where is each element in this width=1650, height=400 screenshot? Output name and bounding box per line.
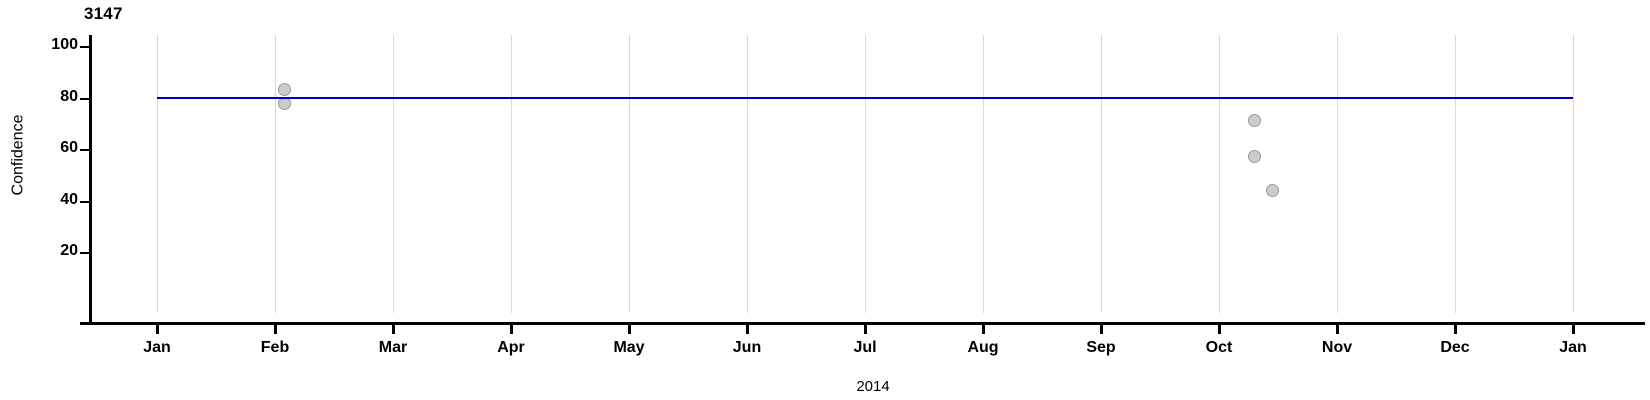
y-axis-tick-label: 80 — [60, 87, 78, 105]
y-axis-tick — [80, 46, 89, 48]
gridline-vertical — [1573, 35, 1574, 313]
x-axis-tick-label: Feb — [260, 339, 290, 356]
gridline-vertical — [393, 35, 394, 313]
data-point-marker — [1247, 114, 1261, 128]
chart-title: 3147 — [84, 4, 123, 23]
x-axis-tick-label: Mar — [378, 339, 408, 356]
y-axis-tick — [80, 252, 89, 254]
y-axis-title: Confidence — [9, 114, 27, 196]
x-axis-tick — [982, 325, 985, 334]
y-axis-tick-label: 20 — [60, 242, 78, 259]
x-axis-tick — [1454, 325, 1457, 334]
x-axis-tick-label: Sep — [1086, 339, 1116, 356]
x-axis-tick — [1572, 325, 1575, 334]
gridline-vertical — [865, 35, 866, 313]
x-axis-line — [80, 322, 1645, 325]
gridline-vertical — [157, 35, 158, 313]
x-axis-tick — [628, 325, 631, 334]
x-axis-title: 2014 — [856, 378, 890, 395]
gridline-vertical — [1337, 35, 1338, 313]
x-axis-tick-label: Dec — [1440, 339, 1470, 356]
data-point-marker — [277, 97, 291, 111]
x-axis-tick-label: Nov — [1321, 339, 1353, 356]
x-axis-tick — [1218, 325, 1221, 334]
x-axis-tick — [746, 325, 749, 334]
x-axis-tick-label: Oct — [1205, 339, 1233, 356]
x-axis-tick — [510, 325, 513, 334]
x-axis-tick-label: Aug — [967, 339, 999, 356]
gridline-vertical — [747, 35, 748, 313]
y-axis-tick — [80, 200, 89, 203]
gridline-vertical — [1455, 35, 1456, 313]
data-point-marker — [1247, 150, 1261, 164]
reference-line — [157, 96, 1573, 99]
x-axis-tick-label: Jul — [853, 339, 877, 356]
x-axis-tick — [274, 325, 277, 334]
x-axis-tick-label: Jun — [732, 339, 762, 356]
x-axis-tick — [156, 325, 159, 334]
y-axis-tick-label: 100 — [51, 36, 78, 53]
gridline-vertical — [983, 35, 984, 313]
plot-panel — [91, 35, 1645, 324]
data-point-marker — [1265, 183, 1279, 197]
x-axis-tick — [1100, 325, 1103, 334]
gridline-vertical — [275, 35, 276, 313]
x-axis-tick-label: Jan — [1559, 339, 1587, 356]
x-axis-tick — [1336, 325, 1339, 334]
y-axis-line — [89, 35, 92, 324]
y-axis-tick-label: 60 — [60, 139, 78, 156]
x-axis-tick-label: Apr — [497, 339, 525, 356]
gridline-vertical — [629, 35, 630, 313]
x-axis-tick-label: Jan — [143, 339, 171, 356]
y-axis-tick-label: 40 — [60, 190, 78, 208]
gridline-vertical — [1219, 35, 1220, 313]
y-axis-tick — [80, 97, 89, 100]
x-axis-tick — [864, 325, 867, 334]
gridline-vertical — [511, 35, 512, 313]
x-axis-tick-label: May — [613, 339, 645, 356]
data-point-marker — [277, 83, 291, 97]
gridline-vertical — [1101, 35, 1102, 313]
y-axis-tick — [80, 149, 89, 151]
x-axis-tick — [392, 325, 395, 334]
